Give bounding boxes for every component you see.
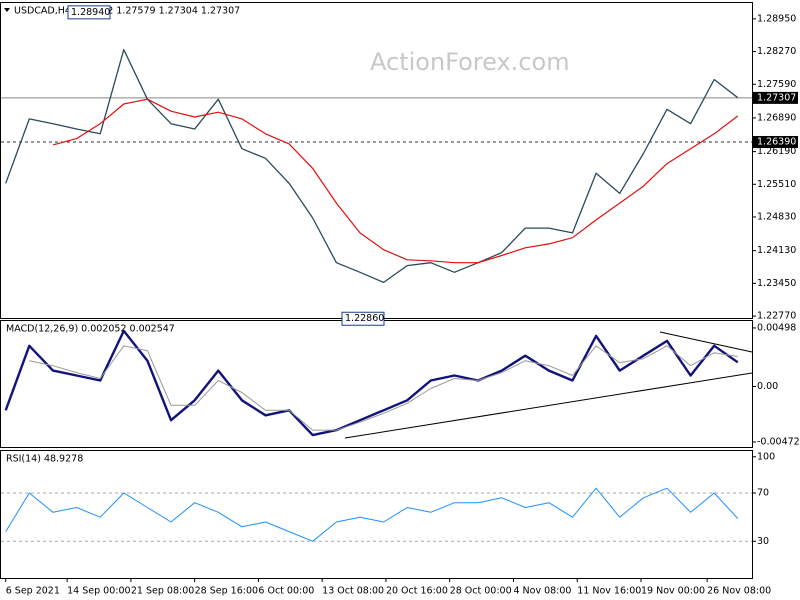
x-tick-label: 6 Sep 2021: [6, 586, 60, 597]
y-tick-label: 70: [757, 488, 769, 499]
x-tick-label: 28 Oct 00:00: [450, 586, 512, 597]
price-flag-box: [341, 311, 385, 326]
series-line: [5, 487, 739, 542]
trend-line: [344, 372, 753, 439]
series-line: [4, 329, 739, 437]
x-tick-label: 28 Sep 16:00: [195, 586, 258, 597]
y-tick-label: 1.26890: [757, 112, 796, 123]
x-tick-label: 4 Nov 08:00: [513, 586, 571, 597]
y-tick-label: 30: [757, 536, 769, 547]
macd-panel: [0, 320, 753, 448]
series-line: [52, 98, 739, 264]
rsi-panel: [0, 450, 753, 579]
watermark: ActionForex.com: [370, 48, 570, 76]
x-tick-label: 11 Nov 16:00: [577, 586, 641, 597]
y-tick-label: 1.23450: [757, 278, 796, 289]
price-header: USDCAD,H4 1.27572 1.27579 1.27304 1.2730…: [14, 6, 240, 17]
series-line: [5, 48, 739, 284]
rsi-header: RSI(14) 48.9278: [6, 454, 83, 465]
price-flag-label: 1.28940: [71, 7, 110, 18]
price-flag-box: [67, 5, 111, 20]
level-box: [753, 135, 798, 148]
y-tick-label: 1.25510: [757, 179, 796, 190]
x-tick-label: 6 Oct 00:00: [258, 586, 314, 597]
x-tick-label: 26 Nov 08:00: [707, 586, 771, 597]
menu-arrow[interactable]: [4, 8, 10, 12]
x-tick-label: 14 Sep 00:00: [67, 586, 130, 597]
series-line: [29, 345, 738, 431]
y-tick-label: 1.22770: [757, 311, 796, 322]
last-price-label: 1.27307: [757, 92, 796, 103]
y-tick-label: 1.27590: [757, 79, 796, 90]
level-label: 1.26390: [757, 136, 796, 147]
last-price-box: [753, 91, 798, 104]
trend-line: [659, 331, 753, 353]
y-tick-label: -0.004723: [757, 436, 800, 447]
y-tick-label: 1.26190: [757, 146, 796, 157]
x-tick-label: 19 Nov 00:00: [641, 586, 705, 597]
price-flag-label: 1.22860: [345, 313, 384, 324]
x-tick-label: 20 Oct 16:00: [386, 586, 448, 597]
y-tick-label: 100: [757, 451, 775, 462]
macd-header: MACD(12,26,9) 0.002052 0.002547: [6, 324, 175, 335]
y-tick-label: 1.24830: [757, 212, 796, 223]
y-tick-label: 0.00: [757, 381, 778, 392]
x-tick-label: 21 Sep 08:00: [131, 586, 194, 597]
y-tick-label: 1.24130: [757, 245, 796, 256]
y-tick-label: 1.28950: [757, 13, 796, 24]
x-tick-label: 13 Oct 08:00: [322, 586, 384, 597]
y-tick-label: 1.28270: [757, 46, 796, 57]
y-tick-label: 0.00498: [757, 322, 796, 333]
